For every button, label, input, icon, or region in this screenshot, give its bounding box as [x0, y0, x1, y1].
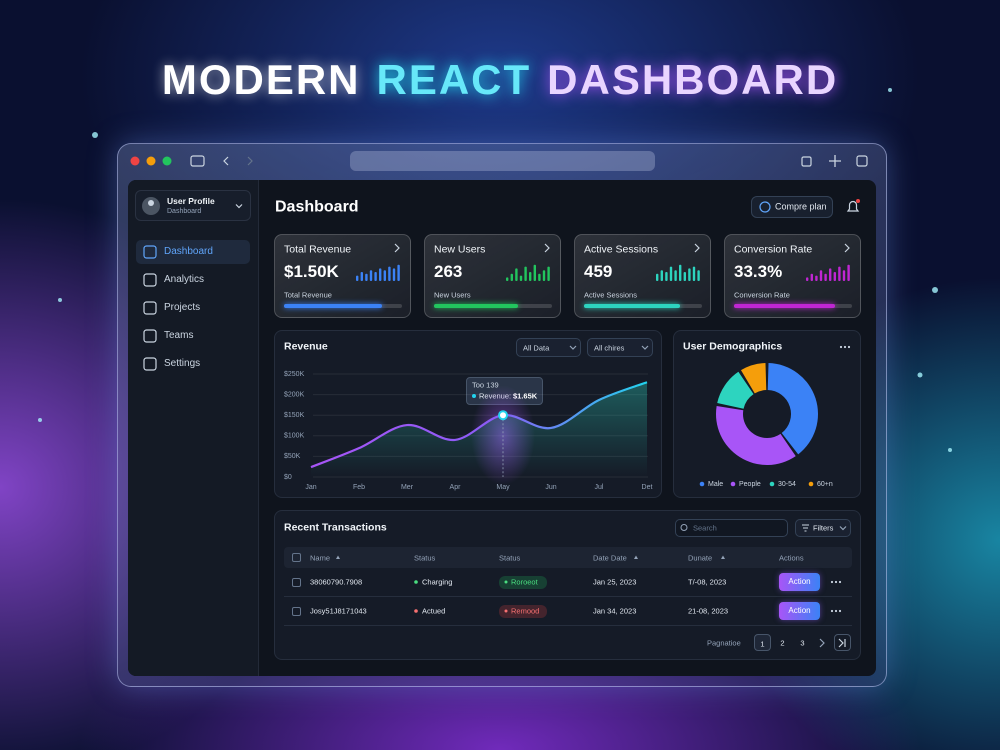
panel-title: Revenue	[284, 340, 328, 353]
column-header: Name	[310, 553, 331, 562]
column-header: Status	[499, 553, 521, 562]
filter-dropdown[interactable]	[587, 338, 653, 357]
plan-button-label: Compre plan	[775, 201, 827, 212]
card-value: $1.50K	[284, 261, 339, 281]
checkbox[interactable]	[292, 606, 301, 616]
column-header: Dunate	[688, 553, 713, 562]
progress-fill	[284, 304, 382, 308]
page-number: 2	[780, 638, 785, 647]
card-value: 459	[584, 261, 613, 281]
card-value: 33.3%	[734, 261, 783, 281]
nav-item[interactable]: Analytics	[164, 274, 205, 285]
banner-word: REACT	[376, 56, 532, 103]
status-pill	[499, 575, 547, 589]
page-title: Dashboard	[275, 198, 359, 216]
profile-role: Dashboard	[167, 207, 202, 215]
nav-item[interactable]: Projects	[164, 302, 201, 313]
cell-name: 38060790.7908	[310, 577, 363, 587]
tooltip-title: Too 139	[472, 380, 499, 390]
banner-word: MODERN	[161, 56, 361, 103]
page-number: 1	[760, 639, 765, 648]
tooltip-value: $1.65K	[513, 391, 538, 401]
progress-fill	[584, 304, 680, 308]
checkbox[interactable]	[292, 577, 301, 587]
filter-label: All Data	[523, 343, 550, 352]
profile-name: User Profile	[167, 195, 215, 206]
page-button[interactable]: 3	[794, 634, 811, 651]
nav-item[interactable]: Teams	[164, 330, 194, 341]
banner-word: DASHBOARD	[547, 56, 839, 103]
panel-title: User Demographics	[683, 340, 783, 353]
last-page-button[interactable]	[834, 634, 851, 651]
bg-spark	[917, 372, 923, 378]
checkbox[interactable]	[292, 553, 301, 562]
tooltip-label: Revenue:	[479, 391, 512, 401]
progress-fill	[434, 304, 518, 308]
nav-item[interactable]: Settings	[164, 358, 201, 369]
row-divider	[284, 596, 852, 597]
cell-due: 21-08, 2023	[688, 606, 729, 616]
cell-status: Actued	[422, 606, 446, 616]
plan-button[interactable]	[751, 196, 833, 218]
action-button[interactable]: Action	[779, 602, 820, 620]
filter-dropdown[interactable]	[516, 338, 581, 357]
cell-status: Charging	[422, 577, 453, 587]
column-header: Actions	[779, 553, 804, 562]
profile	[135, 190, 251, 221]
panel-title: Recent Transactions	[284, 521, 387, 534]
card-title: Conversion Rate	[734, 243, 813, 256]
demographics-panel	[673, 330, 861, 498]
status-pill	[499, 604, 547, 618]
filter-label: Filters	[813, 523, 834, 533]
card-caption: Conversion Rate	[734, 290, 790, 300]
bg-spark	[58, 298, 62, 302]
cell-name: Josy51J8171043	[310, 606, 367, 616]
action-label: Action	[788, 606, 811, 616]
progress-fill	[734, 304, 836, 308]
bg-spark	[92, 132, 98, 138]
cell-date: Jan 34, 2023	[593, 606, 637, 616]
card-caption: New Users	[434, 290, 471, 300]
card-caption: Active Sessions	[584, 290, 637, 300]
card-caption: Total Revenue	[284, 290, 332, 300]
column-header: Date Date	[593, 553, 627, 562]
search-placeholder: Search	[693, 523, 717, 533]
bg-spark	[38, 418, 42, 422]
page-button[interactable]: 2	[774, 634, 791, 651]
cell-due: T/-08, 2023	[688, 577, 727, 587]
address-bar	[350, 151, 655, 171]
nav-item[interactable]: Dashboard	[164, 246, 213, 257]
table-header	[284, 547, 852, 568]
action-button[interactable]: Action	[779, 573, 820, 591]
row-divider	[284, 625, 852, 626]
filter-label: All chires	[594, 343, 625, 352]
cell-date: Jan 25, 2023	[593, 577, 637, 587]
card-title: Active Sessions	[584, 243, 659, 256]
card-title: Total Revenue	[284, 243, 352, 256]
bg-spark	[948, 448, 952, 452]
cell-badge: Remood	[511, 606, 540, 616]
action-label: Action	[788, 577, 811, 587]
page-number: 3	[800, 638, 805, 647]
pagination-label: Pagnatioe	[707, 638, 741, 648]
banner: MODERN REACT DASHBOARD	[0, 56, 1000, 104]
card-title: New Users	[434, 243, 486, 256]
cell-badge: Roroeot	[511, 577, 538, 587]
card-value: 263	[434, 261, 463, 281]
page-button[interactable]: 1	[754, 634, 771, 651]
filter-button[interactable]	[795, 519, 851, 537]
bg-spark	[932, 287, 938, 293]
column-header: Status	[414, 553, 436, 562]
search-box[interactable]	[675, 519, 788, 537]
